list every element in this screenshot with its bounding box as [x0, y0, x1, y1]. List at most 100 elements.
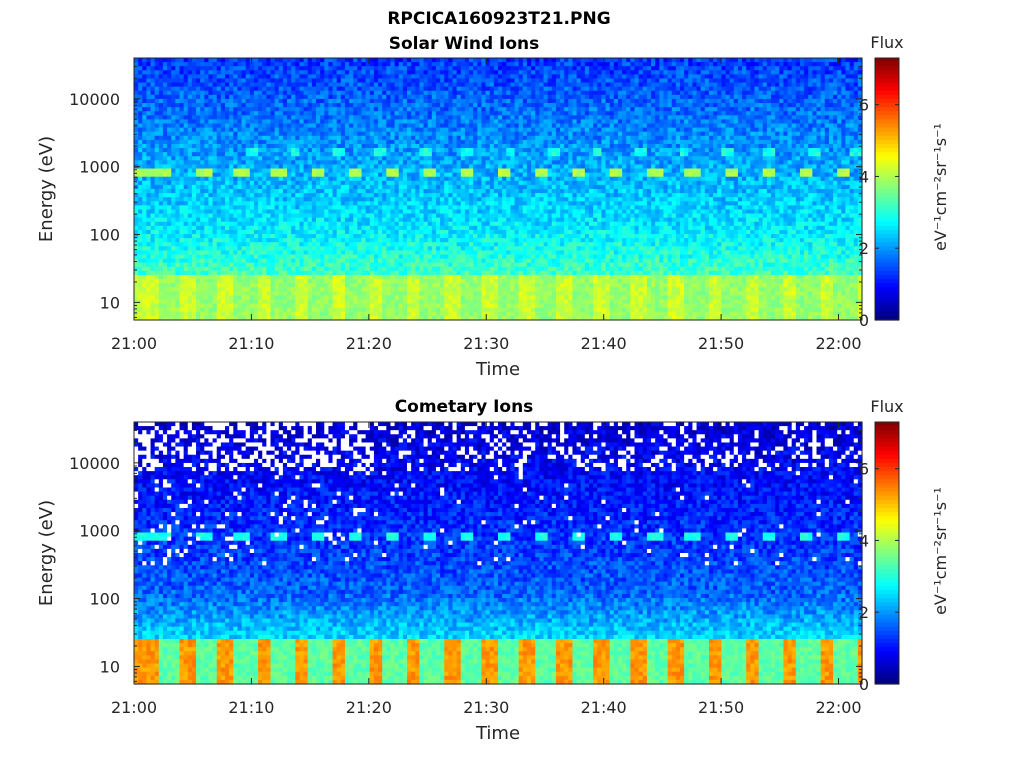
heatmap-cell [622, 135, 627, 141]
heatmap-cell [717, 74, 722, 80]
heatmap-cell [220, 160, 226, 166]
heatmap-cell [249, 107, 255, 112]
heatmap-cell [667, 74, 673, 80]
heatmap-cell [568, 70, 574, 75]
heatmap-cell [684, 148, 689, 153]
heatmap-cell [328, 82, 334, 88]
heatmap-cell [311, 148, 317, 153]
heatmap-cell [241, 78, 247, 84]
heatmap-cell [378, 78, 383, 84]
heatmap-cell [742, 152, 747, 157]
heatmap-cell [655, 98, 660, 104]
heatmap-cell [754, 115, 760, 120]
heatmap-cell [518, 78, 524, 84]
heatmap-cell [498, 119, 503, 125]
heatmap-cell [680, 168, 685, 174]
heatmap-cell [812, 115, 818, 120]
heatmap-cell [651, 148, 656, 153]
heatmap-cell [634, 152, 640, 157]
heatmap-cell [353, 139, 358, 145]
heatmap-cell [634, 103, 640, 108]
heatmap-cell [576, 143, 582, 149]
heatmap-cell [233, 164, 239, 170]
heatmap-cell [158, 94, 164, 100]
heatmap-cell [158, 127, 164, 133]
heatmap-cell [514, 127, 520, 133]
heatmap-cell [241, 119, 247, 125]
heatmap-cell [299, 78, 305, 84]
heatmap-cell [402, 90, 408, 96]
heatmap-cell [642, 123, 648, 129]
heatmap-cell [692, 115, 698, 120]
heatmap-cell [630, 66, 636, 71]
heatmap-cell [212, 103, 218, 108]
heatmap-cell [634, 74, 640, 80]
heatmap-cell [241, 135, 247, 141]
heatmap-cell [146, 172, 152, 178]
heatmap-cell [179, 86, 185, 92]
heatmap-cell [258, 70, 263, 75]
heatmap-cell [427, 86, 433, 92]
heatmap-cell [791, 123, 797, 129]
heatmap-cell [212, 172, 218, 178]
heatmap-cell [332, 119, 338, 125]
heatmap-cell [754, 148, 760, 153]
heatmap-cell [692, 123, 698, 129]
heatmap-cell [518, 123, 524, 129]
heatmap-cell [266, 148, 272, 153]
heatmap-cell [220, 107, 226, 112]
heatmap-cell [824, 135, 830, 141]
heatmap-cell [435, 148, 441, 153]
heatmap-cell [758, 135, 764, 141]
heatmap-cell [498, 66, 503, 71]
heatmap-cell [833, 135, 838, 141]
heatmap-cell [336, 90, 342, 96]
heatmap-cell [270, 156, 276, 161]
heatmap-cell [849, 62, 855, 67]
heatmap-cell [328, 152, 334, 157]
heatmap-cell [845, 127, 851, 133]
heatmap-cell [729, 148, 735, 153]
heatmap-cell [717, 135, 722, 141]
heatmap-cell [783, 98, 789, 104]
heatmap-cell [742, 168, 747, 174]
heatmap-cell [196, 123, 201, 129]
heatmap-cell [386, 148, 392, 153]
heatmap-cell [717, 164, 722, 170]
heatmap-cell [572, 111, 578, 116]
heatmap-cell [481, 152, 487, 157]
heatmap-cell [849, 160, 855, 166]
heatmap-cell [158, 143, 164, 149]
heatmap-cell [568, 168, 574, 174]
heatmap-cell [704, 94, 710, 100]
heatmap-cell [514, 74, 520, 80]
heatmap-cell [303, 156, 309, 161]
heatmap-cell [609, 139, 615, 145]
heatmap-cell [386, 139, 392, 145]
heatmap-cell [820, 164, 826, 170]
heatmap-cell [373, 139, 379, 145]
heatmap-cell [675, 90, 681, 96]
heatmap-cell [638, 103, 644, 108]
heatmap-cell [464, 115, 470, 120]
heatmap-cell [307, 152, 313, 157]
heatmap-cell [787, 164, 793, 170]
heatmap-cell [469, 58, 474, 63]
heatmap-cell [291, 127, 296, 133]
heatmap-cell [593, 123, 598, 129]
heatmap-cell [539, 152, 545, 157]
heatmap-cell [787, 152, 793, 157]
heatmap-cell [328, 160, 334, 166]
heatmap-cell [469, 168, 474, 174]
heatmap-cell [460, 127, 466, 133]
heatmap-cell [696, 58, 702, 63]
heatmap-cell [589, 164, 594, 170]
heatmap-cell [675, 82, 681, 88]
heatmap-cell [456, 111, 462, 116]
heatmap-cell [626, 127, 631, 133]
heatmap-cell [464, 90, 470, 96]
heatmap-cell [758, 82, 764, 88]
heatmap-cell [750, 58, 756, 63]
heatmap-cell [576, 98, 582, 104]
heatmap-cell [344, 98, 350, 104]
